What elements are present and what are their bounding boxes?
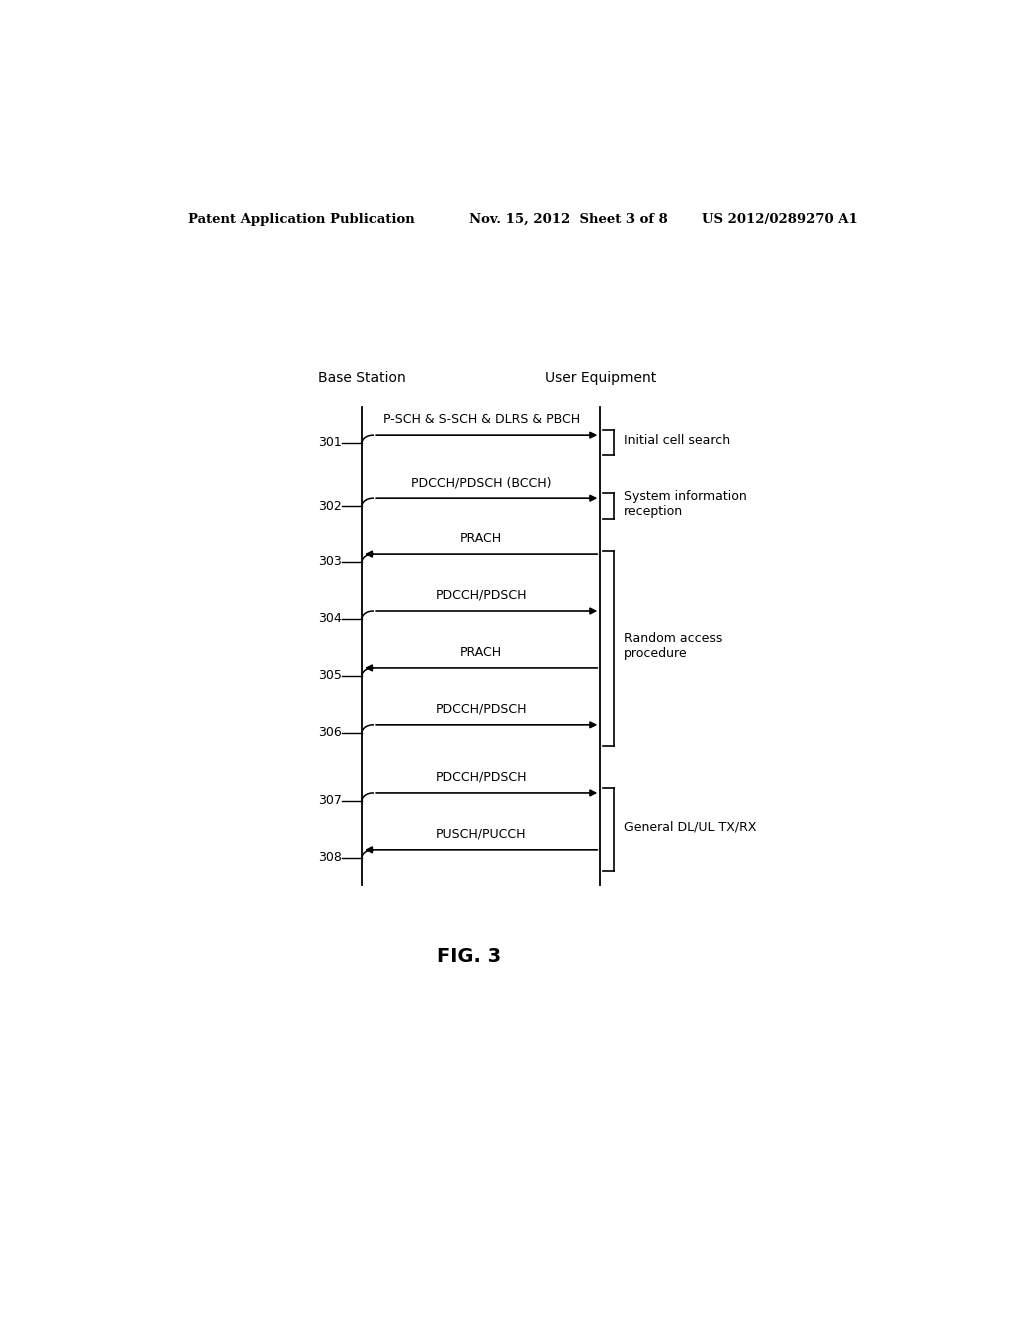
- Text: FIG. 3: FIG. 3: [437, 946, 502, 966]
- Text: PDCCH/PDSCH: PDCCH/PDSCH: [435, 702, 527, 715]
- Text: 302: 302: [318, 499, 342, 512]
- Text: P-SCH & S-SCH & DLRS & PBCH: P-SCH & S-SCH & DLRS & PBCH: [383, 413, 580, 426]
- Text: 304: 304: [318, 612, 342, 626]
- Text: Initial cell search: Initial cell search: [624, 434, 730, 447]
- Text: Nov. 15, 2012  Sheet 3 of 8: Nov. 15, 2012 Sheet 3 of 8: [469, 213, 668, 226]
- Text: PDCCH/PDSCH: PDCCH/PDSCH: [435, 589, 527, 602]
- Text: 308: 308: [318, 851, 342, 865]
- Text: PDCCH/PDSCH: PDCCH/PDSCH: [435, 771, 527, 784]
- Text: User Equipment: User Equipment: [545, 371, 655, 385]
- Text: PDCCH/PDSCH (BCCH): PDCCH/PDSCH (BCCH): [411, 477, 551, 488]
- Text: 306: 306: [318, 726, 342, 739]
- Text: Random access
procedure: Random access procedure: [624, 632, 722, 660]
- Text: PRACH: PRACH: [460, 645, 502, 659]
- Text: 305: 305: [318, 669, 342, 682]
- Text: System information
reception: System information reception: [624, 490, 746, 517]
- Text: 301: 301: [318, 437, 342, 450]
- Text: PUSCH/PUCCH: PUSCH/PUCCH: [436, 828, 526, 841]
- Text: Base Station: Base Station: [318, 371, 406, 385]
- Text: US 2012/0289270 A1: US 2012/0289270 A1: [702, 213, 858, 226]
- Text: 307: 307: [318, 795, 342, 808]
- Text: 303: 303: [318, 556, 342, 569]
- Text: PRACH: PRACH: [460, 532, 502, 545]
- Text: Patent Application Publication: Patent Application Publication: [187, 213, 415, 226]
- Text: General DL/UL TX/RX: General DL/UL TX/RX: [624, 821, 757, 834]
